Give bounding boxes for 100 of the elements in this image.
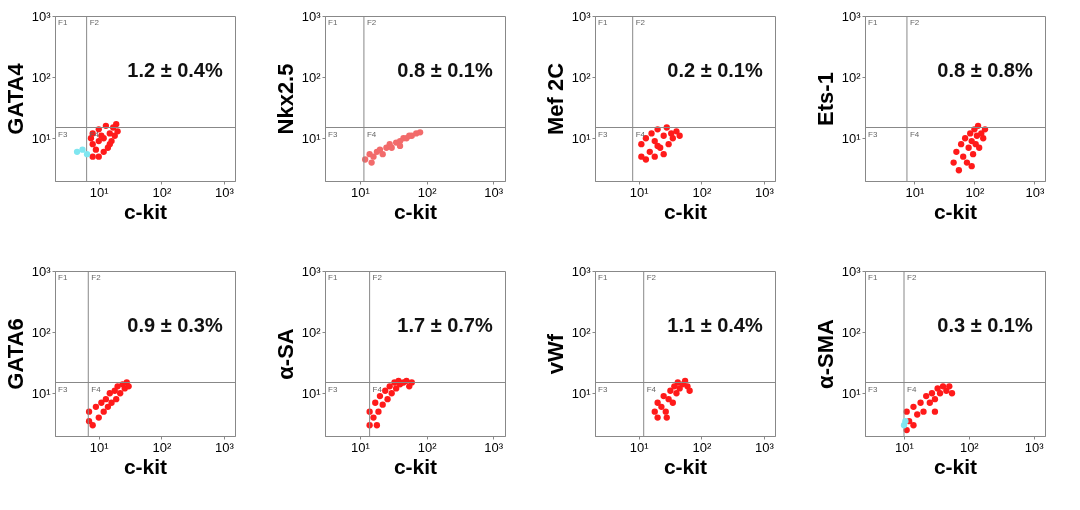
annotation: F3 bbox=[598, 129, 608, 139]
y-axis-title: GATA6 bbox=[2, 318, 28, 390]
annotation: 1.7 ± 0.7% bbox=[397, 314, 493, 336]
x-tick-label: 10³ bbox=[215, 439, 235, 455]
annotation: F3 bbox=[598, 384, 608, 394]
y-tick-label: 10³ bbox=[841, 8, 862, 24]
y-tick-label: 10¹ bbox=[301, 130, 322, 146]
y-tick-label: 10³ bbox=[841, 263, 862, 279]
x-tick-label: 10² bbox=[959, 439, 980, 455]
annotation: F2 bbox=[366, 18, 377, 27]
x-tick-label: 10¹ bbox=[905, 184, 925, 200]
y-tick-label: 10² bbox=[571, 324, 592, 340]
y-tick-label: 10³ bbox=[571, 8, 592, 24]
annotation: F2 bbox=[646, 273, 657, 282]
x-tick-label: 10³ bbox=[755, 184, 775, 200]
x-tick-label: 10³ bbox=[484, 439, 504, 455]
y-tick-label: 10¹ bbox=[571, 385, 592, 401]
annotation: F2 bbox=[91, 273, 102, 282]
y-tick-label: 10³ bbox=[31, 8, 52, 24]
y-axis-title: Nkx2.5 bbox=[272, 63, 298, 135]
y-tick-label: 10² bbox=[841, 324, 862, 340]
y-tick-label: 10¹ bbox=[841, 130, 862, 146]
x-tick-label: 10¹ bbox=[350, 439, 371, 455]
x-tick-label: 10³ bbox=[484, 184, 504, 200]
x-tick-label: 10³ bbox=[215, 184, 235, 200]
x-tick-label: 10¹ bbox=[350, 184, 371, 200]
y-axis-title: vWf bbox=[542, 333, 568, 375]
x-tick-label: 10¹ bbox=[629, 439, 650, 455]
x-tick-label: 10² bbox=[152, 184, 172, 200]
x-axis-title: c-kit bbox=[933, 454, 978, 478]
x-tick-label: 10³ bbox=[1025, 184, 1045, 200]
y-tick-label: 10² bbox=[571, 69, 592, 85]
x-tick-label: 10² bbox=[692, 439, 712, 455]
y-tick-label: 10² bbox=[301, 324, 322, 340]
annotation: F1 bbox=[868, 273, 878, 282]
x-tick-label: 10³ bbox=[1024, 439, 1045, 455]
x-tick-label: 10² bbox=[417, 184, 438, 200]
x-tick-label: 10² bbox=[692, 184, 712, 200]
x-tick-label: 10² bbox=[152, 439, 172, 455]
x-axis-title: c-kit bbox=[123, 454, 168, 478]
x-axis-title: c-kit bbox=[393, 199, 438, 223]
annotation: F3 bbox=[58, 129, 68, 139]
annotation: F4 bbox=[635, 129, 646, 139]
x-tick-label: 10¹ bbox=[895, 439, 915, 455]
annotation: F4 bbox=[646, 384, 657, 394]
annotation: F3 bbox=[328, 129, 338, 139]
y-tick-label: 10¹ bbox=[571, 130, 592, 146]
annotation: 1.2 ± 0.4% bbox=[127, 59, 223, 81]
y-tick-label: 10² bbox=[841, 69, 862, 85]
x-tick-label: 10³ bbox=[755, 439, 775, 455]
annotation: F1 bbox=[58, 18, 68, 27]
annotation: F2 bbox=[372, 273, 383, 282]
x-tick-label: 10² bbox=[965, 184, 985, 200]
y-tick-label: 10³ bbox=[301, 263, 322, 279]
y-tick-label: 10¹ bbox=[841, 385, 862, 401]
annotation: 0.3 ± 0.1% bbox=[937, 314, 1033, 336]
annotation: F1 bbox=[868, 18, 878, 27]
annotation: F1 bbox=[598, 273, 608, 282]
x-tick-label: 10¹ bbox=[89, 439, 110, 455]
annotation: F4 bbox=[909, 129, 920, 139]
y-tick-label: 10³ bbox=[301, 8, 322, 24]
annotation: F1 bbox=[58, 273, 68, 282]
annotation: F2 bbox=[909, 18, 920, 27]
y-axis-title: α-SMA bbox=[812, 319, 838, 389]
annotation: 0.9 ± 0.3% bbox=[127, 314, 223, 336]
annotation: F1 bbox=[328, 18, 338, 27]
annotation: F3 bbox=[868, 129, 878, 139]
y-tick-label: 10² bbox=[31, 324, 52, 340]
y-tick-label: 10¹ bbox=[301, 385, 322, 401]
annotation: F2 bbox=[907, 273, 917, 282]
annotation: F3 bbox=[868, 384, 878, 394]
annotation: F4 bbox=[372, 384, 383, 394]
annotation: 1.1 ± 0.4% bbox=[667, 314, 763, 336]
y-tick-label: 10³ bbox=[31, 263, 52, 279]
x-axis-title: c-kit bbox=[663, 199, 708, 223]
x-axis-title: c-kit bbox=[663, 454, 708, 478]
y-axis-title: Mef 2C bbox=[542, 62, 568, 136]
annotation: F4 bbox=[366, 129, 377, 139]
y-tick-label: 10¹ bbox=[31, 385, 52, 401]
annotation: F4 bbox=[907, 384, 917, 394]
annotation: F2 bbox=[635, 18, 646, 27]
y-axis-title: Ets-1 bbox=[812, 72, 838, 126]
annotation: F1 bbox=[328, 273, 338, 282]
annotation: 0.2 ± 0.1% bbox=[667, 59, 763, 81]
annotation: 0.8 ± 0.8% bbox=[937, 59, 1033, 81]
x-axis-title: c-kit bbox=[933, 199, 978, 223]
annotation: F3 bbox=[328, 384, 338, 394]
y-tick-label: 10³ bbox=[571, 263, 592, 279]
y-axis-title: α-SA bbox=[272, 328, 298, 380]
y-tick-label: 10² bbox=[31, 69, 52, 85]
annotation: F2 bbox=[89, 18, 100, 27]
x-axis-title: c-kit bbox=[123, 199, 168, 223]
annotation: F1 bbox=[598, 18, 608, 27]
y-tick-label: 10² bbox=[301, 69, 322, 85]
x-tick-label: 10¹ bbox=[629, 184, 650, 200]
y-axis-title: GATA4 bbox=[2, 62, 28, 135]
annotation: 0.8 ± 0.1% bbox=[397, 59, 493, 81]
x-tick-label: 10² bbox=[417, 439, 438, 455]
annotation: F3 bbox=[58, 384, 68, 394]
y-tick-label: 10¹ bbox=[31, 130, 52, 146]
